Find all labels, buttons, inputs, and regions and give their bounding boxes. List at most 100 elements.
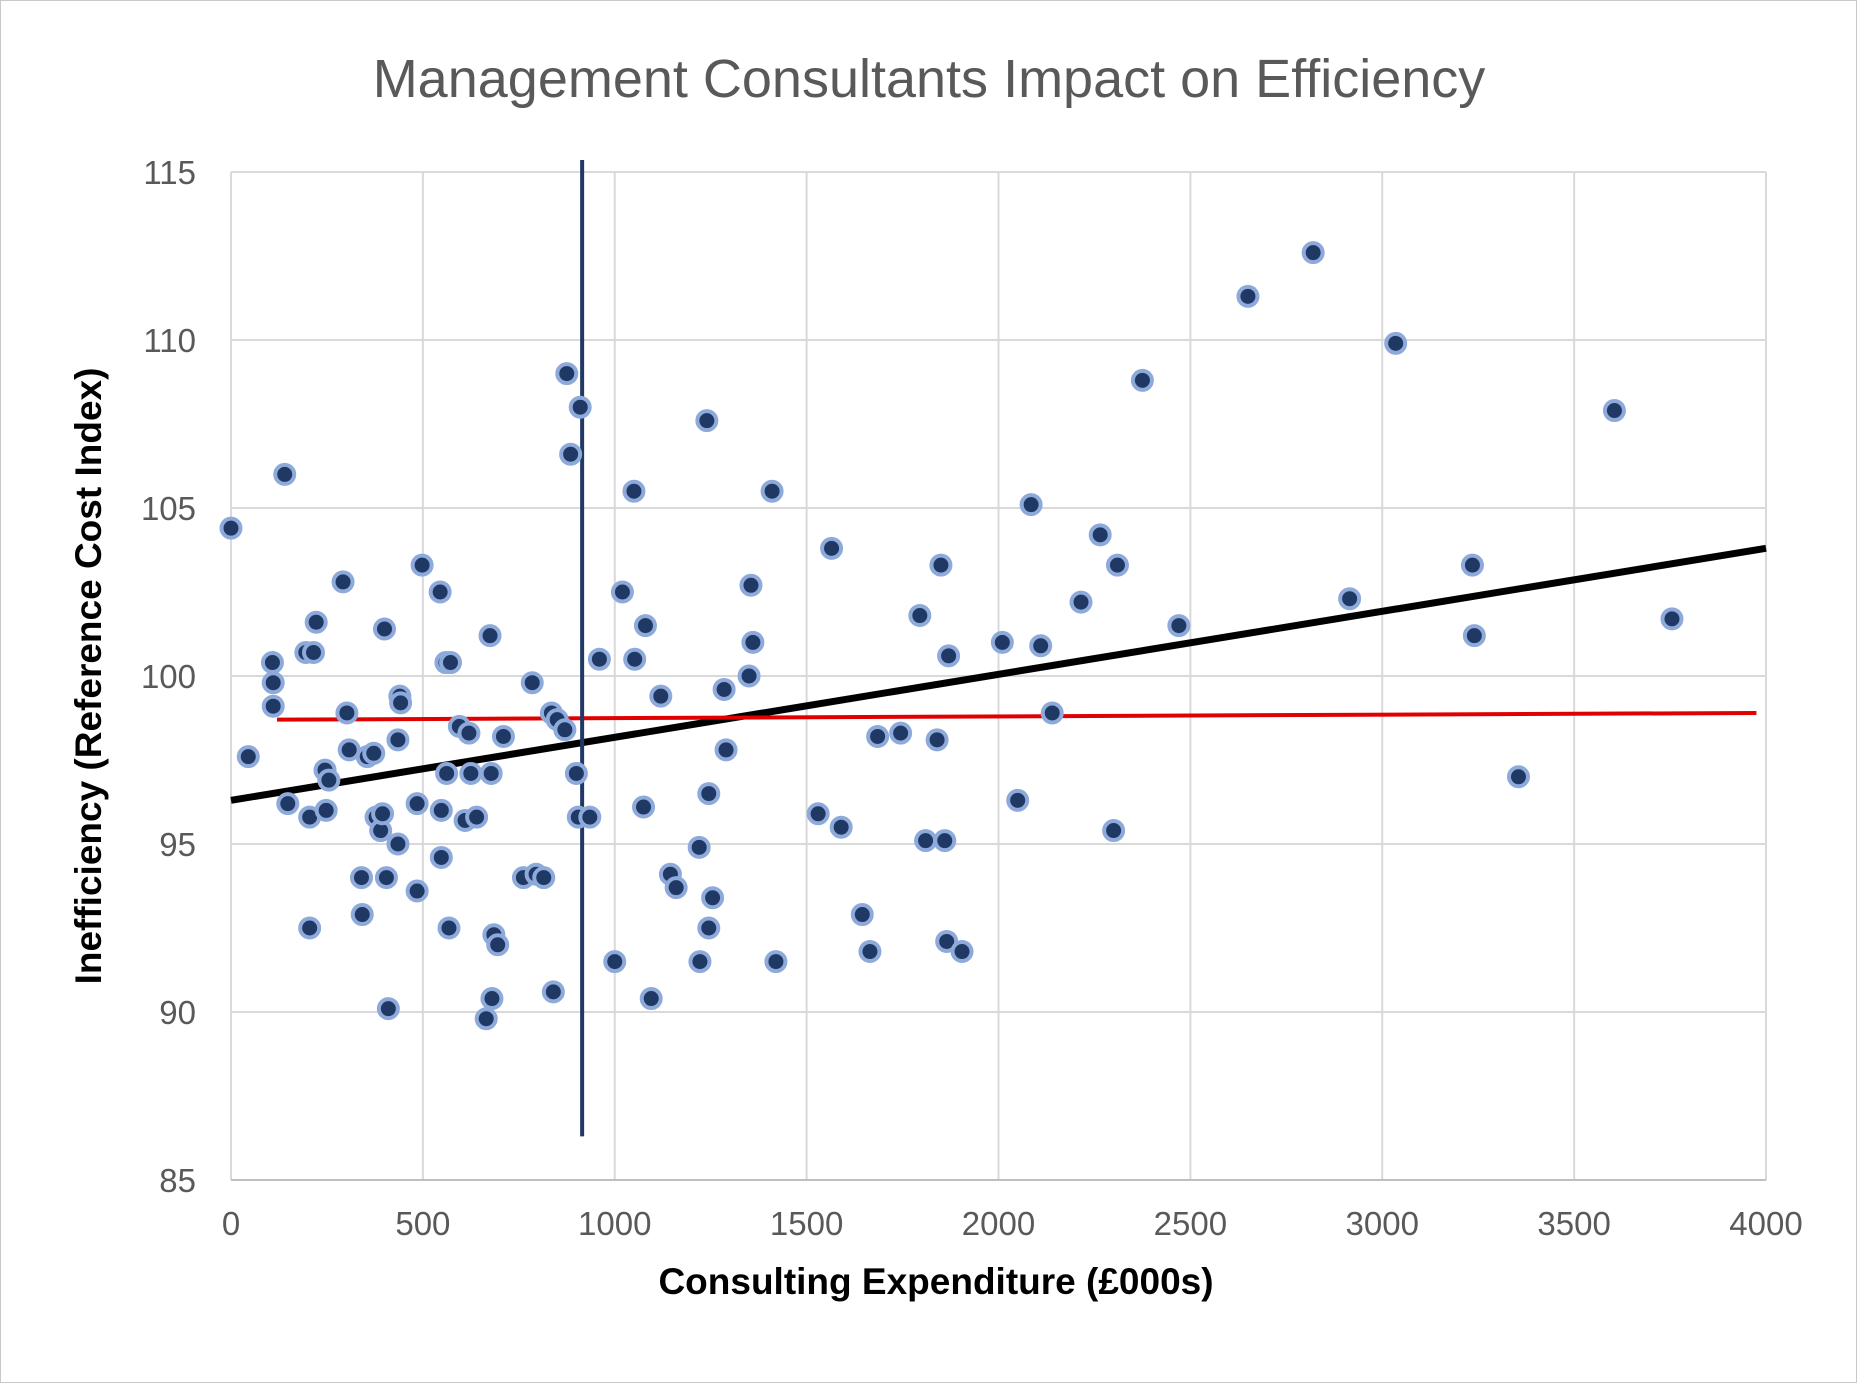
data-point — [633, 614, 657, 638]
data-point — [555, 362, 579, 386]
x-axis-title: Consulting Expenditure (£000s) — [658, 1261, 1213, 1302]
data-point — [1384, 331, 1408, 355]
data-point — [914, 829, 938, 853]
data-point — [429, 845, 453, 869]
data-point — [697, 916, 721, 940]
data-point — [760, 479, 784, 503]
data-point — [474, 1007, 498, 1031]
data-point — [712, 677, 736, 701]
y-tick-label: 110 — [143, 322, 196, 359]
x-tick-label: 3500 — [1537, 1205, 1610, 1242]
data-point — [486, 933, 510, 957]
x-tick-label: 1500 — [770, 1205, 843, 1242]
mean-line — [277, 710, 1757, 722]
data-point — [386, 728, 410, 752]
data-point — [1040, 701, 1064, 725]
data-point — [933, 829, 957, 853]
data-point — [701, 886, 725, 910]
data-point — [541, 980, 565, 1004]
data-point — [1236, 284, 1260, 308]
data-point — [410, 553, 434, 577]
data-point — [622, 479, 646, 503]
data-point — [335, 701, 359, 725]
data-point — [428, 580, 452, 604]
data-point — [559, 442, 583, 466]
data-point — [1462, 624, 1486, 648]
data-point — [578, 805, 602, 829]
data-point — [649, 684, 673, 708]
data-point — [236, 745, 260, 769]
data-point — [1130, 368, 1154, 392]
data-point — [457, 721, 481, 745]
data-point — [1460, 553, 1484, 577]
data-point — [990, 630, 1014, 654]
data-point — [429, 798, 453, 822]
data-point — [1301, 241, 1325, 265]
data-point — [688, 950, 712, 974]
y-tick-label: 100 — [141, 658, 196, 695]
line-layer — [230, 160, 1767, 1137]
data-point — [564, 761, 588, 785]
data-point — [623, 647, 647, 671]
data-point — [1105, 553, 1129, 577]
data-point — [603, 950, 627, 974]
data-point — [389, 691, 413, 715]
y-tick-label: 95 — [159, 826, 196, 863]
data-point — [480, 987, 504, 1011]
y-axis-title: Inefficiency (Reference Cost Index) — [68, 368, 109, 985]
data-point — [520, 671, 544, 695]
data-point — [908, 604, 932, 628]
data-point — [371, 802, 395, 826]
data-point — [298, 916, 322, 940]
data-point — [858, 940, 882, 964]
data-point — [1338, 587, 1362, 611]
data-point — [273, 462, 297, 486]
x-tick-label: 2000 — [962, 1205, 1035, 1242]
data-point — [219, 516, 243, 540]
data-point — [302, 640, 326, 664]
data-point — [925, 728, 949, 752]
data-point — [479, 761, 503, 785]
y-tick-label: 85 — [159, 1162, 196, 1199]
data-point — [405, 879, 429, 903]
data-point — [697, 782, 721, 806]
data-point — [587, 647, 611, 671]
data-point — [331, 570, 355, 594]
data-point — [553, 718, 577, 742]
data-point — [532, 866, 556, 890]
data-point — [714, 738, 738, 762]
data-point — [866, 724, 890, 748]
data-point — [937, 644, 961, 668]
grid-layer — [230, 171, 1767, 1181]
data-point — [1602, 399, 1626, 423]
point-layer — [219, 241, 1684, 1031]
data-point — [437, 916, 461, 940]
trend-line — [230, 544, 1767, 804]
tick-labels: 85 90 95 100 105 110 115 0 500 1000 1500 2000 2500 30… — [141, 154, 1803, 1242]
x-tick-label: 4000 — [1729, 1205, 1802, 1242]
data-point — [465, 805, 489, 829]
data-point — [610, 580, 634, 604]
data-point — [935, 929, 959, 953]
data-point — [261, 694, 285, 718]
data-point — [950, 940, 974, 964]
data-point — [376, 997, 400, 1021]
data-point — [374, 866, 398, 890]
data-point — [478, 624, 502, 648]
data-point — [276, 792, 300, 816]
data-point — [1029, 634, 1053, 658]
data-point — [741, 630, 765, 654]
y-tick-label: 90 — [159, 994, 196, 1031]
data-point — [261, 671, 285, 695]
data-point — [1506, 765, 1530, 789]
data-point — [1660, 607, 1684, 631]
data-point — [260, 651, 284, 675]
data-point — [664, 876, 688, 900]
data-point — [317, 768, 341, 792]
data-point — [349, 866, 373, 890]
data-point — [820, 536, 844, 560]
x-tick-label: 0 — [222, 1205, 240, 1242]
x-tick-label: 1000 — [578, 1205, 651, 1242]
